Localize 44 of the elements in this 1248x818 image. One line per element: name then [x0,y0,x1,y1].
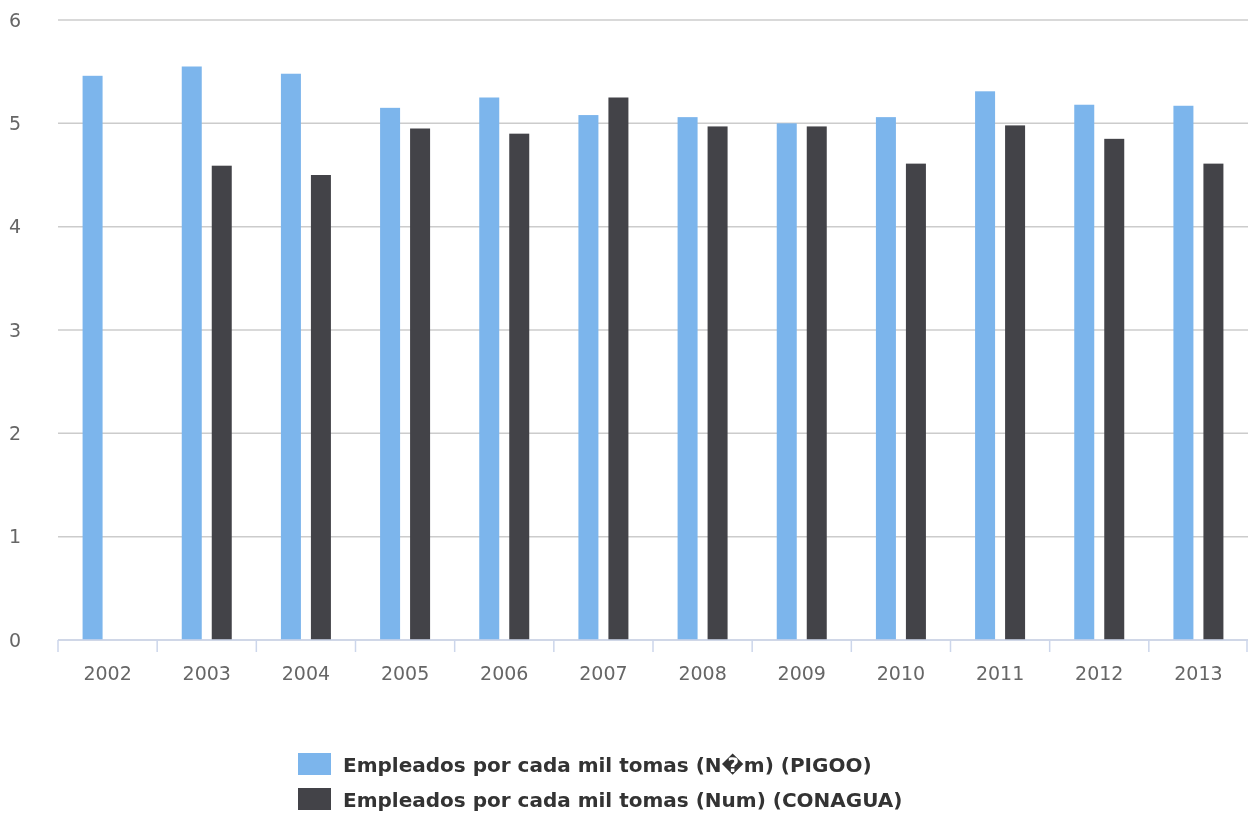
bar [707,126,728,640]
bar [280,73,301,640]
y-tick-label: 2 [8,421,22,444]
bar [1005,125,1026,640]
x-tick-label: 2005 [380,662,430,684]
bar [875,117,896,640]
bar [410,128,431,640]
legend-label: Empleados por cada mil tomas (N�m) (PIGOO) [343,753,872,777]
x-tick-label: 2009 [777,662,826,684]
y-tick-label: 0 [8,628,22,651]
x-tick-label: 2012 [1075,662,1124,684]
x-tick-label: 2010 [876,662,926,684]
bar [82,75,103,640]
x-tick-label: 2013 [1174,662,1223,684]
bar [310,175,331,640]
bar [211,165,232,640]
bar [1203,163,1224,640]
x-tick-label: 2011 [975,662,1025,684]
bar [608,97,629,640]
x-tick-label: 2003 [182,662,231,684]
legend-label: Empleados por cada mil tomas (Num) (CONAGUA) [343,788,903,812]
bar [776,123,797,640]
y-tick-label: 5 [8,111,22,134]
bar [1104,138,1125,640]
x-tick-label: 2002 [83,662,132,684]
y-tick-label: 6 [8,8,22,31]
x-tick-label: 2006 [480,662,529,684]
y-tick-label: 3 [8,318,22,341]
x-tick-label: 2008 [678,662,727,684]
bar [479,97,500,640]
y-tick-label: 1 [8,525,22,548]
bar [1074,104,1095,640]
bar [509,133,530,640]
bar [806,126,827,640]
x-tick-label: 2004 [281,662,331,684]
bar [975,91,996,640]
x-tick-label: 2007 [579,662,628,684]
bar [181,66,202,640]
bar [1173,105,1194,640]
bar [380,107,401,640]
bar [905,163,926,640]
bar [578,115,599,640]
bar [677,117,698,640]
y-tick-label: 4 [8,215,22,238]
